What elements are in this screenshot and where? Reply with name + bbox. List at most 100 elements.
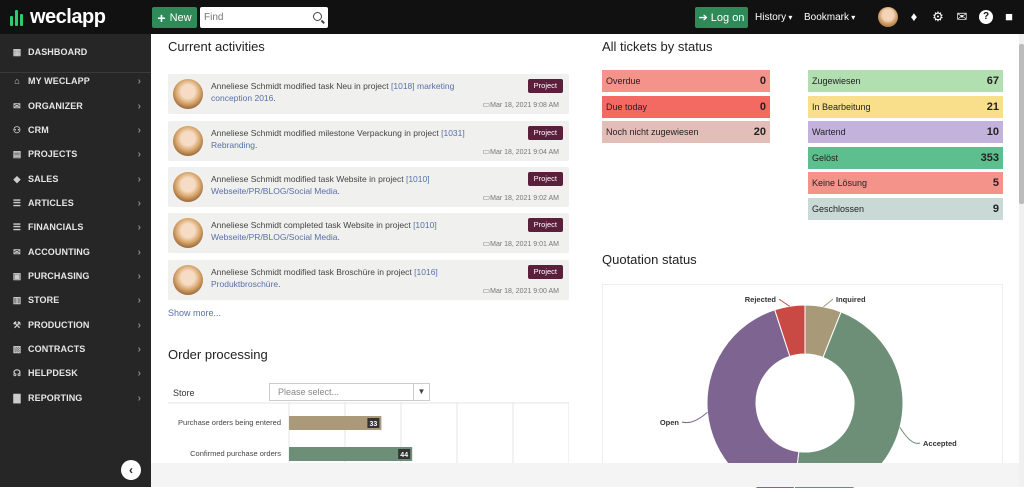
ticket-status-count: 21 <box>986 100 999 113</box>
chat-icon[interactable]: ■ <box>1005 9 1013 24</box>
ticket-status-right-5[interactable]: Geschlossen 9 <box>808 197 1003 220</box>
project-tag[interactable]: Project <box>527 265 563 279</box>
help-icon[interactable]: ? <box>979 10 993 24</box>
user-avatar[interactable] <box>878 7 898 27</box>
gear-icon[interactable]: ⚙ <box>932 9 944 24</box>
history-menu[interactable]: History <box>755 12 792 23</box>
ticket-status-left-0[interactable]: Overdue 0 <box>602 70 770 92</box>
sidebar-item-production[interactable]: ⚒ PRODUCTION › <box>0 314 151 336</box>
sidebar-item-my-weclapp[interactable]: ⌂ MY WECLAPP › <box>0 70 151 92</box>
project-link[interactable]: [1010] Webseite/PR/BLOG/Social Media <box>211 174 430 196</box>
bar-value-badge <box>398 449 411 459</box>
sidebar-item-label: PROJECTS <box>28 149 78 159</box>
sidebar-item-organizer[interactable]: ✉ ORGANIZER › <box>0 95 151 117</box>
chevron-down-icon[interactable]: ▼ <box>413 384 429 400</box>
bar[interactable] <box>289 447 413 461</box>
chevron-right-icon: › <box>137 221 141 233</box>
dashboard-main: Current activities Anneliese Schmidt mod… <box>151 34 1024 493</box>
project-link[interactable]: [1018] marketing conception 2016 <box>211 81 455 103</box>
bookmark-menu[interactable]: Bookmark <box>804 12 855 23</box>
activity-description: Anneliese Schmidt modified task Broschür… <box>211 267 415 277</box>
sidebar-item-reporting[interactable]: ▇ REPORTING › <box>0 387 151 409</box>
sidebar-item-label: ARTICLES <box>28 198 74 208</box>
sidebar-item-dashboard[interactable]: ▦ DASHBOARD <box>0 41 151 63</box>
scrollbar-thumb[interactable] <box>1019 44 1024 204</box>
sidebar-item-purchasing[interactable]: ▣ PURCHASING › <box>0 265 151 287</box>
ticket-status-left-2[interactable]: Noch nicht zugewiesen 20 <box>602 121 770 143</box>
avatar[interactable] <box>173 172 203 202</box>
top-bar: weclapp +New ➔Log on History Bookmark ♦ … <box>0 0 1024 34</box>
avatar[interactable] <box>173 265 203 295</box>
ticket-status-right-0[interactable]: Zugewiesen 67 <box>808 70 1003 92</box>
project-link[interactable]: [1016] Produktbroschüre <box>211 267 438 289</box>
project-tag[interactable]: Project <box>527 218 563 232</box>
activity-item: Anneliese Schmidt modified task Website … <box>168 167 569 207</box>
donut-slice-rejected[interactable] <box>774 304 806 358</box>
sidebar-item-helpdesk[interactable]: ☊ HELPDESK › <box>0 362 151 384</box>
log-on-button[interactable]: ➔ Log on <box>695 7 748 28</box>
ticket-status-right-1[interactable]: In Bearbeitung 21 <box>808 95 1003 118</box>
project-tag[interactable]: Project <box>527 126 563 140</box>
project-tag[interactable]: Project <box>527 172 563 186</box>
chevron-right-icon: › <box>137 173 141 185</box>
ticket-status-label: In Bearbeitung <box>812 101 871 112</box>
activity-text: Anneliese Schmidt modified task Website … <box>211 174 430 196</box>
bar-value-label: 33 <box>370 421 378 428</box>
chevron-right-icon: › <box>137 367 141 379</box>
ticket-status-right-4[interactable]: Keine Lösung 5 <box>808 172 1003 194</box>
donut-slice-accepted[interactable] <box>793 311 904 493</box>
sidebar-item-contracts[interactable]: ▧ CONTRACTS › <box>0 338 151 360</box>
search-icon[interactable] <box>313 12 322 21</box>
sidebar-item-label: CONTRACTS <box>28 344 86 354</box>
bell-icon[interactable]: ♦ <box>910 9 918 24</box>
sidebar-item-projects[interactable]: ▤ PROJECTS › <box>0 143 151 165</box>
activity-text: Anneliese Schmidt modified milestone Ver… <box>211 128 465 150</box>
quotation-title: Quotation status <box>602 252 697 267</box>
sidebar-item-accounting[interactable]: ✉ ACCOUNTING › <box>0 241 151 263</box>
scrollbar[interactable] <box>1019 34 1024 487</box>
ticket-status-right-3[interactable]: Gelöst 353 <box>808 146 1003 169</box>
weclapp-logo[interactable]: weclapp <box>10 6 106 29</box>
sidebar-item-store[interactable]: ▥ STORE › <box>0 289 151 311</box>
chevron-right-icon: › <box>137 270 141 282</box>
donut-label: Accepted <box>923 439 957 448</box>
ticket-status-count: 9 <box>992 202 999 215</box>
avatar[interactable] <box>173 79 203 109</box>
avatar[interactable] <box>173 126 203 156</box>
find-input[interactable] <box>204 8 304 27</box>
sidebar-item-label: MY WECLAPP <box>28 76 90 86</box>
ticket-status-label: Due today <box>606 101 648 112</box>
activity-date: Mar 18, 2021 9:08 AM <box>483 100 559 109</box>
bar[interactable] <box>289 416 382 430</box>
megaphone-icon[interactable]: ✉ <box>956 9 968 24</box>
ticket-status-count: 0 <box>759 75 766 87</box>
ticket-status-label: Noch nicht zugewiesen <box>606 127 699 137</box>
show-more-link[interactable]: Show more... <box>168 308 222 318</box>
bar-category-label: Confirmed purchase orders <box>190 449 281 458</box>
donut-leader-line <box>899 427 921 444</box>
ticket-status-count: 0 <box>759 100 766 113</box>
avatar[interactable] <box>173 218 203 248</box>
ticket-status-count: 5 <box>992 177 999 189</box>
project-tag[interactable]: Project <box>527 79 563 93</box>
bar-category-label: Purchase orders being entered <box>178 418 281 427</box>
sidebar-item-financials[interactable]: ☰ FINANCIALS › <box>0 216 151 238</box>
activity-description: Anneliese Schmidt completed task Website… <box>211 220 414 230</box>
project-link[interactable]: [1031] Rebranding <box>211 128 465 150</box>
new-button[interactable]: + New <box>152 7 197 28</box>
project-link[interactable]: [1010] Webseite/PR/BLOG/Social Media <box>211 220 437 242</box>
ticket-status-count: 10 <box>986 126 999 138</box>
activity-item: Anneliese Schmidt modified task Neu in p… <box>168 74 569 114</box>
store-select[interactable]: Please select... ▼ <box>269 383 430 401</box>
sidebar-item-label: HELPDESK <box>28 368 78 378</box>
sidebar-item-sales[interactable]: ◆ SALES › <box>0 168 151 190</box>
envelope-icon: ✉ <box>13 247 21 257</box>
sidebar-item-articles[interactable]: ☰ ARTICLES › <box>0 192 151 214</box>
collapse-sidebar-button[interactable]: ‹ <box>121 460 141 480</box>
donut-leader-line <box>778 298 790 307</box>
sidebar-item-crm[interactable]: ⚇ CRM › <box>0 119 151 141</box>
ticket-status-left-1[interactable]: Due today 0 <box>602 95 770 118</box>
find-box[interactable] <box>200 7 328 28</box>
ticket-status-right-2[interactable]: Wartend 10 <box>808 121 1003 143</box>
sidebar-item-label: PURCHASING <box>28 271 90 281</box>
